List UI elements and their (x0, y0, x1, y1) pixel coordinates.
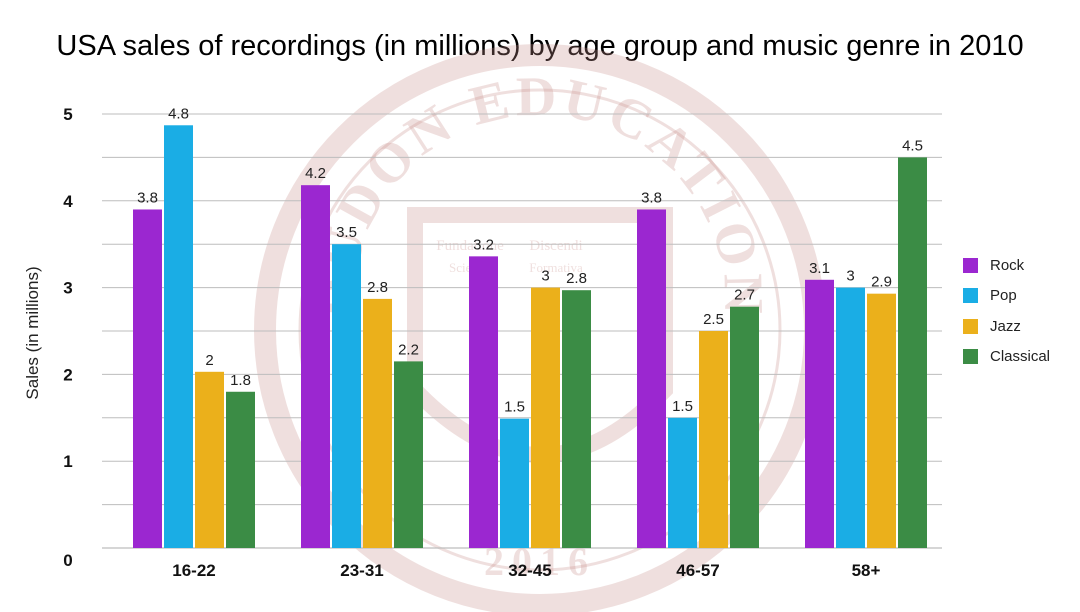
bar-classical-58+ (898, 157, 927, 548)
data-label: 4.8 (168, 105, 189, 122)
bar-pop-32-45 (500, 418, 529, 548)
bar-jazz-16-22 (195, 371, 224, 548)
bar-jazz-32-45 (531, 287, 560, 548)
y-tick-label: 3 (63, 279, 72, 298)
y-axis-ticks: 0 1 2 3 4 5 (63, 105, 73, 570)
bar-classical-32-45 (562, 290, 591, 548)
data-label: 3 (541, 268, 549, 285)
data-label: 2.7 (734, 287, 755, 304)
data-label: 4.5 (902, 137, 923, 154)
x-axis-ticks: 16-22 23-31 32-45 46-57 58+ (172, 561, 880, 580)
legend-label: Rock (990, 256, 1025, 274)
legend-item-rock: Rock (963, 250, 1050, 281)
x-tick-label: 46-57 (676, 561, 719, 580)
bar-pop-23-31 (332, 244, 361, 548)
data-label: 4.2 (305, 165, 326, 182)
data-label: 1.8 (230, 372, 251, 389)
x-tick-label: 16-22 (172, 561, 215, 580)
legend-swatch (963, 288, 978, 304)
bar-rock-58+ (805, 279, 834, 548)
y-tick-label: 4 (63, 192, 73, 211)
bar-classical-16-22 (226, 391, 255, 548)
y-tick-label: 0 (63, 551, 72, 570)
bar-rock-23-31 (301, 185, 330, 548)
bar-pop-46-57 (668, 417, 697, 548)
bar-rock-46-57 (637, 209, 666, 549)
legend-label: Jazz (990, 317, 1021, 335)
legend-item-jazz: Jazz (963, 311, 1050, 342)
legend: Rock Pop Jazz Classical (963, 250, 1050, 372)
data-label: 3 (846, 268, 854, 285)
data-label: 2.8 (566, 270, 587, 287)
bar-jazz-58+ (867, 293, 896, 548)
data-label: 2.9 (871, 274, 892, 291)
data-label: 3.8 (137, 189, 158, 206)
y-tick-label: 2 (63, 365, 72, 384)
y-axis-label: Sales (in millions) (23, 266, 42, 399)
data-label: 3.2 (473, 236, 494, 253)
x-tick-label: 23-31 (340, 561, 383, 580)
legend-swatch (963, 257, 978, 273)
bar-classical-46-57 (730, 306, 759, 548)
bar-pop-16-22 (164, 125, 193, 548)
y-tick-label: 5 (63, 105, 72, 124)
data-label: 3.5 (336, 224, 357, 241)
y-tick-label: 1 (63, 452, 72, 471)
bar-rock-16-22 (133, 209, 162, 549)
data-label: 2.2 (398, 341, 419, 358)
data-label: 3.1 (809, 260, 830, 277)
legend-label: Pop (990, 287, 1017, 305)
legend-item-classical: Classical (963, 342, 1050, 373)
data-label: 2.8 (367, 279, 388, 296)
legend-label: Classical (990, 348, 1051, 366)
data-label: 1.5 (504, 399, 525, 416)
bars (133, 125, 927, 549)
x-tick-label: 58+ (852, 561, 881, 580)
bar-jazz-46-57 (699, 331, 728, 548)
data-label: 2 (205, 352, 213, 369)
data-label: 2.5 (703, 311, 724, 328)
data-labels: 3.8 4.8 2 1.8 4.2 3.5 2.8 2.2 3.2 1.5 3 2.8 3.8 1.5 2.… (137, 105, 923, 415)
chart-title: USA sales of recordings (in millions) by… (56, 30, 1024, 62)
data-label: 1.5 (672, 398, 693, 415)
bar-pop-58+ (836, 287, 865, 548)
legend-item-pop: Pop (963, 281, 1050, 312)
legend-swatch (963, 349, 978, 365)
data-label: 3.8 (641, 189, 662, 206)
bar-rock-32-45 (469, 256, 498, 548)
bar-classical-23-31 (394, 361, 423, 548)
bar-jazz-23-31 (363, 298, 392, 548)
x-tick-label: 32-45 (508, 561, 551, 580)
legend-swatch (963, 318, 978, 334)
